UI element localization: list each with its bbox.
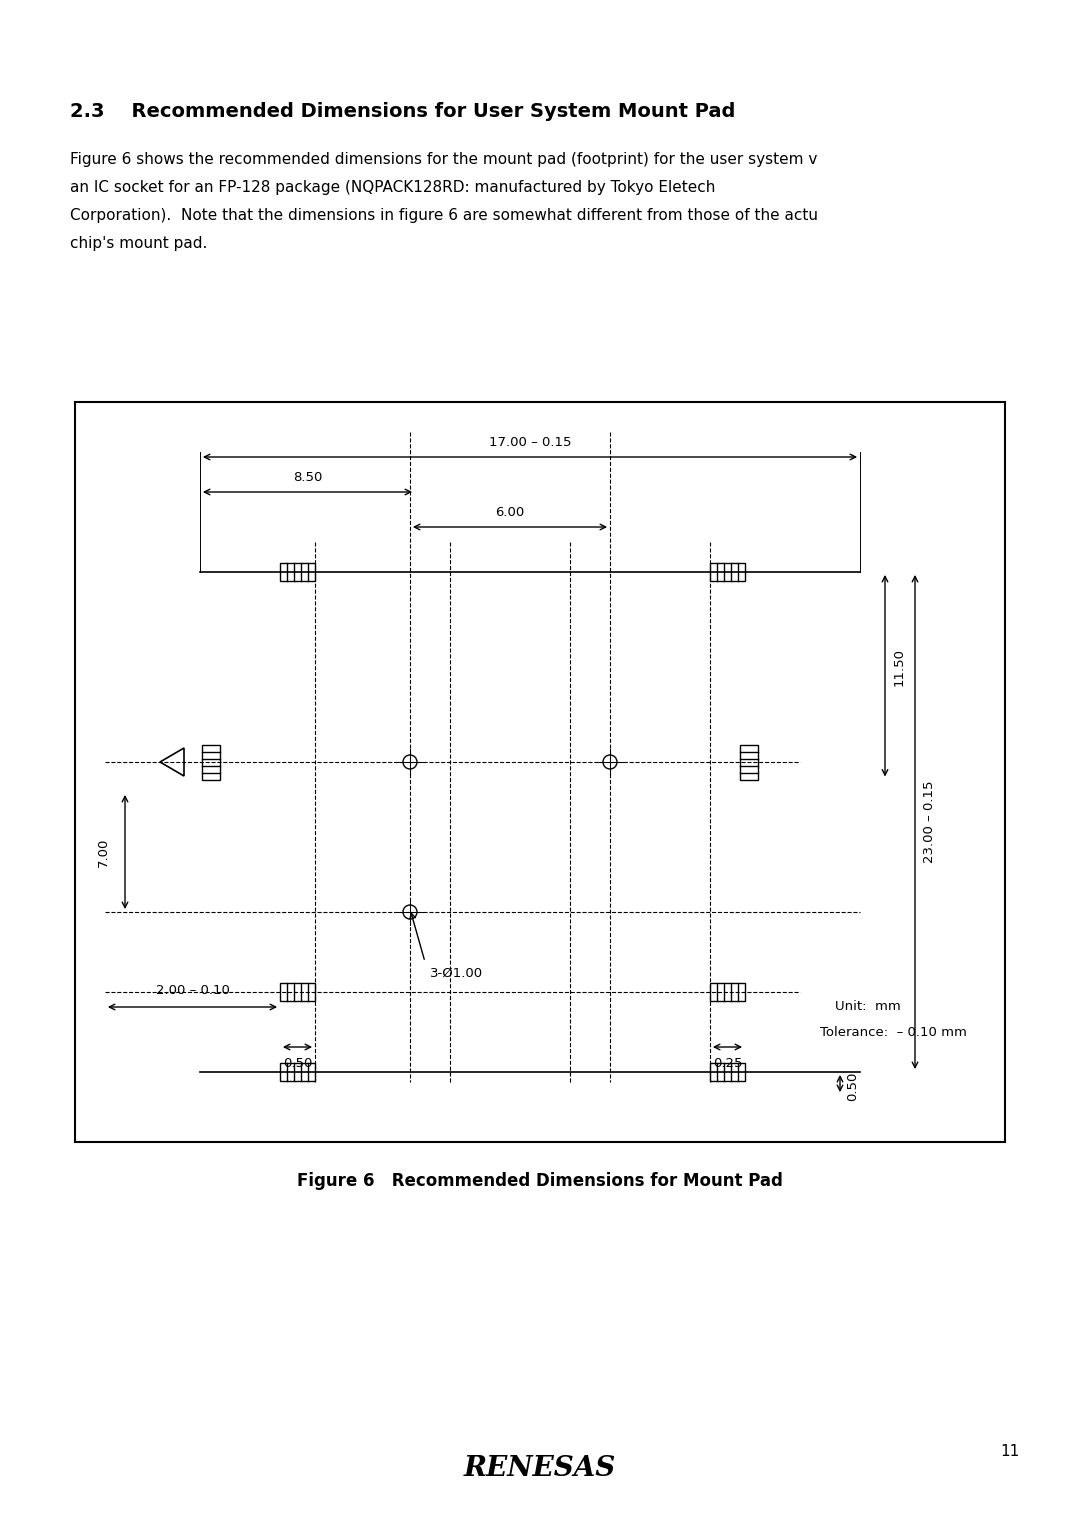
Bar bbox=[75, 401, 1005, 1141]
Text: Figure 6 shows the recommended dimensions for the mount pad (footprint) for the : Figure 6 shows the recommended dimension… bbox=[70, 152, 818, 167]
Bar bbox=[710, 1063, 745, 1082]
Bar bbox=[710, 984, 745, 1000]
Text: Figure 6   Recommended Dimensions for Mount Pad: Figure 6 Recommended Dimensions for Moun… bbox=[297, 1172, 783, 1190]
Text: 8.50: 8.50 bbox=[293, 470, 322, 484]
Text: 7.00: 7.00 bbox=[97, 838, 110, 867]
Text: an IC socket for an FP-128 package (NQPACK128RD: manufactured by Tokyo Eletech: an IC socket for an FP-128 package (NQPA… bbox=[70, 179, 715, 195]
Text: 3-Ø1.00: 3-Ø1.00 bbox=[430, 967, 483, 980]
Text: Corporation).  Note that the dimensions in figure 6 are somewhat different from : Corporation). Note that the dimensions i… bbox=[70, 208, 818, 224]
Bar bbox=[710, 562, 745, 581]
Text: Tolerance:  – 0.10 mm: Tolerance: – 0.10 mm bbox=[820, 1025, 967, 1039]
Text: 0.25: 0.25 bbox=[713, 1057, 742, 1069]
Text: RENESAS: RENESAS bbox=[464, 1455, 616, 1481]
Text: 11: 11 bbox=[1000, 1445, 1020, 1460]
Text: 2.00 – 0.10: 2.00 – 0.10 bbox=[156, 984, 229, 997]
Text: chip's mount pad.: chip's mount pad. bbox=[70, 236, 207, 251]
Text: 2.3    Recommended Dimensions for User System Mount Pad: 2.3 Recommended Dimensions for User Syst… bbox=[70, 103, 735, 121]
Text: 23.00 – 0.15: 23.00 – 0.15 bbox=[923, 781, 936, 863]
Bar bbox=[740, 745, 758, 780]
Bar bbox=[280, 562, 315, 581]
Bar bbox=[280, 984, 315, 1000]
Text: 6.00: 6.00 bbox=[496, 506, 525, 519]
Text: 17.00 – 0.15: 17.00 – 0.15 bbox=[489, 437, 571, 449]
Text: 0.50: 0.50 bbox=[283, 1057, 312, 1069]
Text: Unit:  mm: Unit: mm bbox=[835, 1000, 901, 1014]
Text: 0.50: 0.50 bbox=[846, 1071, 859, 1100]
Bar bbox=[202, 745, 220, 780]
Text: 11.50: 11.50 bbox=[893, 648, 906, 686]
Bar bbox=[280, 1063, 315, 1082]
